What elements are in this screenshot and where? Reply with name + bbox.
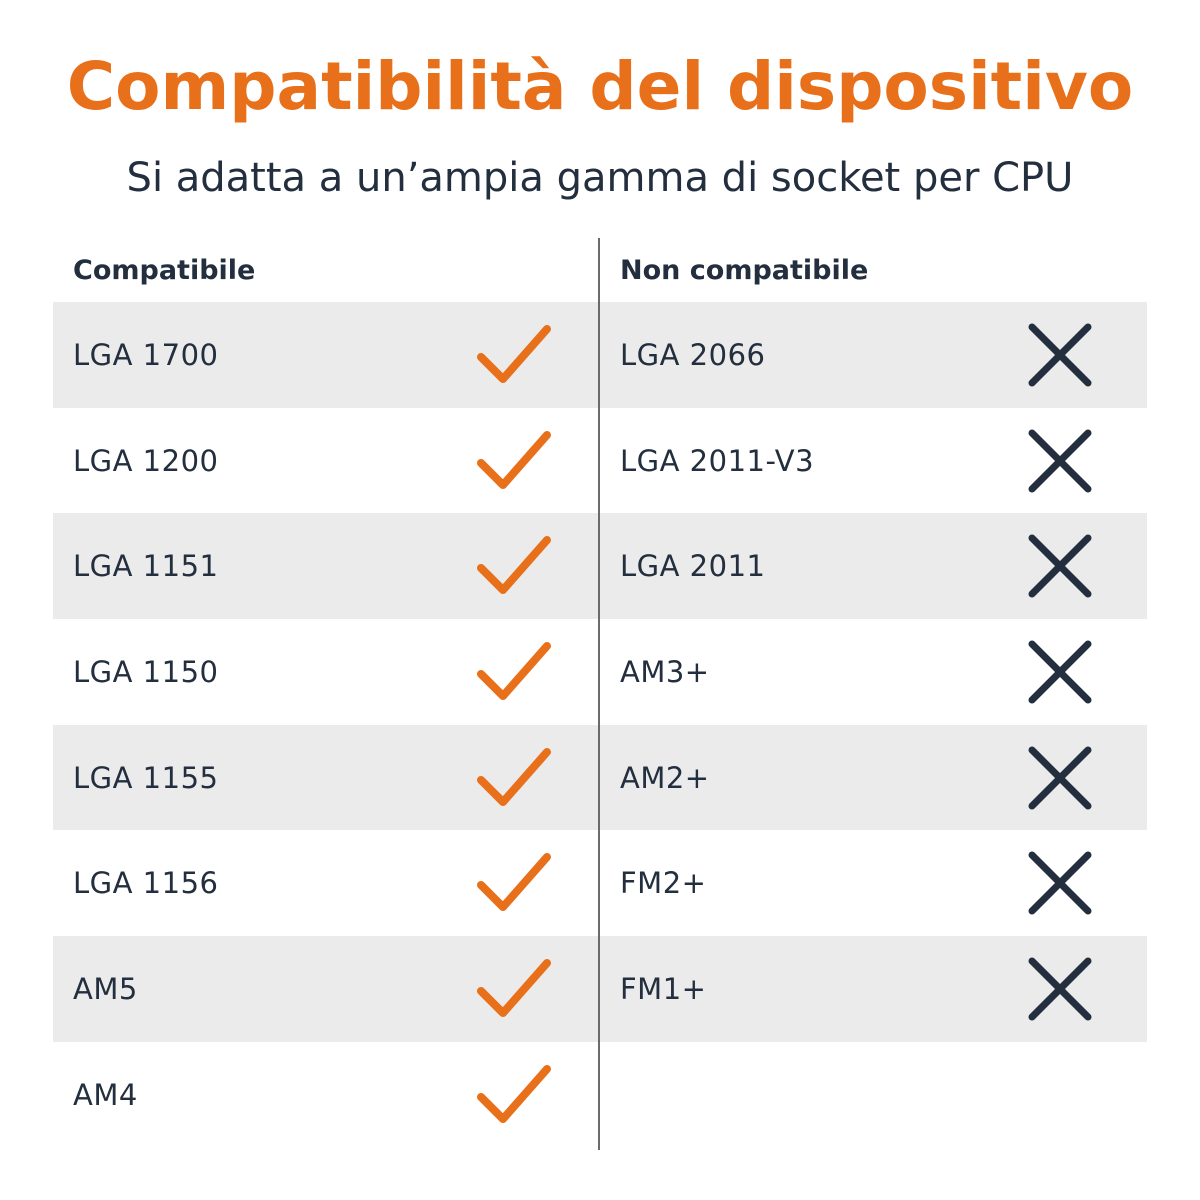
socket-label: AM2+ — [620, 760, 710, 795]
list-item: LGA 2011 — [600, 513, 1147, 620]
socket-label: LGA 2011-V3 — [620, 443, 815, 478]
check-icon — [477, 853, 551, 912]
cross-icon — [1028, 534, 1092, 598]
list-item: AM3+ — [600, 619, 1147, 725]
check-icon — [477, 958, 551, 1017]
check-icon — [477, 430, 551, 489]
page-subtitle: Si adatta a un’ampia gamma di socket per… — [126, 155, 1074, 201]
list-item: FM1+ — [600, 936, 1147, 1042]
cross-icon — [1028, 957, 1092, 1021]
list-item: AM4 — [53, 1041, 598, 1148]
cross-icon — [1028, 640, 1092, 704]
list-item: FM2+ — [600, 830, 1147, 937]
check-icon — [477, 536, 551, 595]
list-item: LGA 1200 — [53, 407, 598, 514]
socket-label: AM3+ — [620, 654, 710, 689]
socket-label: LGA 2011 — [620, 549, 766, 584]
socket-label: AM5 — [73, 971, 138, 1006]
check-icon — [477, 1064, 551, 1123]
cross-icon — [1028, 851, 1092, 915]
compatible-column: Compatibile LGA 1700 LGA 1200 LGA 1151 LGA … — [53, 240, 598, 1148]
compatible-heading: Compatibile — [73, 255, 256, 286]
check-icon — [477, 324, 551, 383]
incompatible-column: Non compatibile LGA 2066 LGA 2011-V3 LGA 2… — [600, 240, 1147, 1042]
list-item: LGA 1155 — [53, 724, 598, 831]
cross-icon — [1028, 323, 1092, 387]
check-icon — [477, 641, 551, 700]
list-item: LGA 1156 — [53, 830, 598, 937]
socket-label: AM4 — [73, 1077, 138, 1112]
page-title: Compatibilità del dispositivo — [66, 48, 1134, 125]
column-divider — [598, 238, 600, 1150]
list-item: AM5 — [53, 936, 598, 1042]
list-item: AM2+ — [600, 724, 1147, 831]
list-item: LGA 1151 — [53, 513, 598, 620]
socket-label: LGA 1200 — [73, 443, 219, 478]
list-item: LGA 1700 — [53, 302, 598, 408]
list-item: LGA 1150 — [53, 619, 598, 725]
list-item: LGA 2011-V3 — [600, 407, 1147, 514]
socket-label: FM2+ — [620, 866, 707, 901]
socket-label: FM1+ — [620, 971, 707, 1006]
incompatible-heading: Non compatibile — [620, 255, 869, 286]
socket-label: LGA 1155 — [73, 760, 219, 795]
check-icon — [477, 747, 551, 806]
socket-label: LGA 1150 — [73, 654, 219, 689]
list-item: LGA 2066 — [600, 302, 1147, 408]
socket-label: LGA 1156 — [73, 866, 219, 901]
cross-icon — [1028, 429, 1092, 493]
socket-label: LGA 1151 — [73, 549, 219, 584]
socket-label: LGA 2066 — [620, 337, 766, 372]
socket-label: LGA 1700 — [73, 337, 219, 372]
cross-icon — [1028, 746, 1092, 810]
